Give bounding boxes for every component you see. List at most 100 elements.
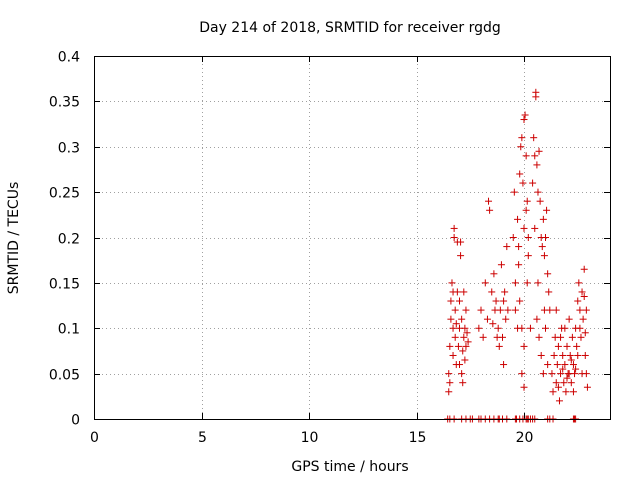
data-point	[502, 315, 510, 323]
x-tick-label: 5	[198, 430, 207, 446]
data-point	[464, 338, 472, 346]
data-point	[580, 292, 588, 300]
x-tick-label: 0	[90, 430, 99, 446]
data-point	[456, 361, 463, 369]
data-point	[555, 397, 563, 405]
data-point	[500, 361, 508, 369]
y-tick-label: 0.05	[49, 368, 80, 384]
data-point	[461, 324, 469, 332]
y-tick-label: 0.3	[58, 141, 80, 157]
data-point	[535, 333, 543, 341]
data-point	[490, 270, 498, 278]
data-point	[532, 88, 540, 96]
data-point	[575, 279, 583, 287]
data-point	[491, 306, 499, 314]
data-point	[520, 224, 528, 232]
data-point	[446, 379, 454, 387]
data-point	[451, 333, 459, 341]
data-point	[518, 324, 526, 332]
data-point	[518, 134, 526, 142]
data-point	[579, 315, 587, 323]
data-point	[540, 306, 548, 314]
data-point	[563, 374, 571, 382]
data-point	[560, 379, 568, 387]
data-point	[475, 324, 483, 332]
data-point	[485, 197, 493, 205]
data-point	[450, 224, 458, 232]
data-point	[561, 361, 569, 369]
data-point	[535, 147, 543, 155]
data-point	[459, 347, 467, 355]
data-point	[450, 234, 458, 241]
data-point	[576, 306, 584, 314]
data-point	[511, 279, 519, 287]
data-point	[543, 206, 551, 214]
data-point	[539, 215, 547, 223]
data-point	[494, 324, 502, 332]
data-point	[557, 333, 565, 341]
data-point	[524, 252, 532, 260]
data-point	[559, 365, 567, 373]
data-point	[515, 243, 523, 251]
data-point	[462, 342, 470, 350]
data-point	[569, 361, 577, 369]
y-tick-label: 0.2	[58, 232, 80, 248]
data-point	[572, 365, 580, 373]
data-point	[458, 370, 466, 378]
data-point	[554, 383, 562, 391]
y-tick-label: 0	[71, 413, 80, 429]
data-point	[576, 324, 584, 332]
data-point	[568, 333, 576, 341]
data-point	[489, 320, 497, 328]
data-point	[553, 361, 561, 369]
data-point	[523, 197, 531, 205]
data-point	[509, 234, 517, 241]
data-point	[495, 342, 503, 350]
data-point	[582, 306, 590, 314]
y-axis-label: SRMTID / TECUs	[6, 182, 22, 295]
data-point	[522, 206, 530, 214]
data-point	[462, 306, 470, 314]
data-point	[493, 333, 501, 341]
data-point	[537, 351, 545, 359]
data-point	[521, 111, 529, 119]
data-point	[545, 288, 553, 296]
data-point	[562, 388, 570, 396]
data-point	[449, 351, 457, 359]
data-point	[559, 351, 567, 359]
data-point	[445, 388, 453, 396]
data-point	[515, 261, 523, 269]
data-point	[452, 320, 460, 328]
data-point	[531, 224, 539, 232]
data-point	[526, 324, 534, 332]
data-point	[524, 234, 532, 241]
data-point	[479, 333, 487, 341]
data-point	[447, 315, 455, 323]
data-point	[449, 288, 457, 296]
axis-ticks: 0 5 10 15 20 0 0.05 0.1 0.15 0.2 0.25 0.3 0.35 0.4	[49, 50, 610, 446]
data-point	[539, 370, 547, 378]
data-point	[503, 243, 511, 251]
x-tick-label: 15	[409, 430, 427, 446]
data-point	[481, 279, 489, 287]
data-point	[523, 279, 531, 287]
data-point	[520, 383, 528, 391]
data-point	[510, 188, 518, 196]
data-point	[580, 265, 588, 273]
data-point	[557, 370, 565, 378]
data-point	[530, 134, 538, 142]
data-point	[540, 252, 548, 260]
data-point	[520, 342, 528, 350]
data-point	[492, 297, 500, 305]
data-point	[504, 306, 512, 314]
y-tick-label: 0.35	[49, 95, 80, 111]
data-point	[544, 361, 552, 369]
data-point	[549, 388, 557, 396]
data-point	[536, 197, 544, 205]
data-point	[554, 342, 562, 350]
data-point	[578, 370, 586, 378]
data-point	[561, 324, 569, 332]
data-point	[548, 370, 556, 378]
data-point	[460, 333, 468, 341]
